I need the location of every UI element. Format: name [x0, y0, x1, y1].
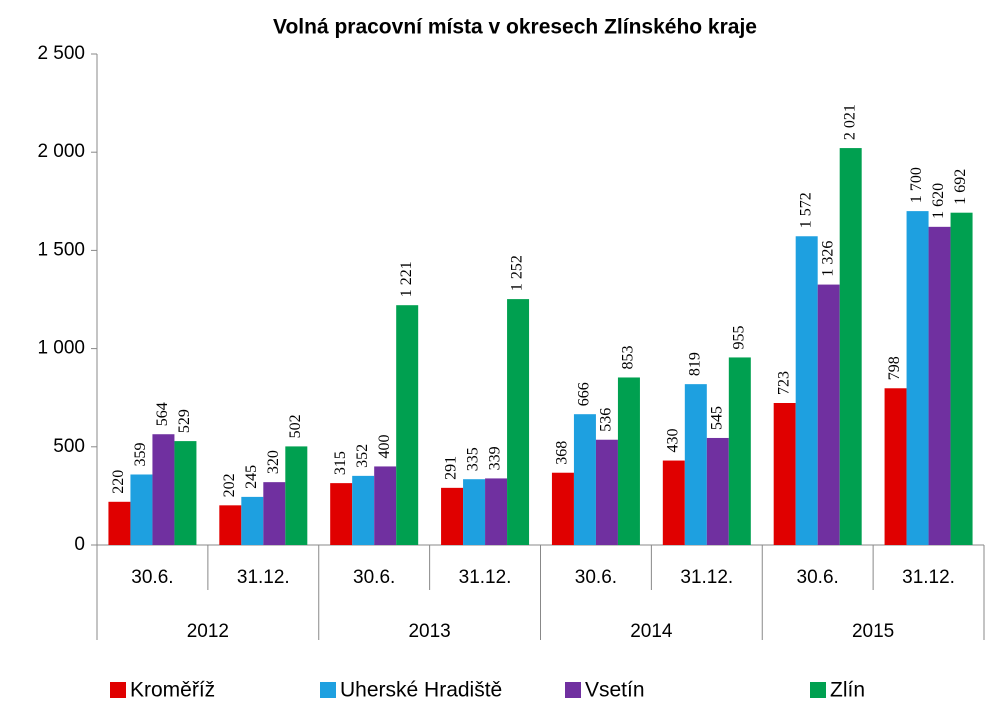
value-label: 1 252: [509, 255, 526, 291]
bar: [573, 414, 596, 545]
value-label: 1 620: [930, 183, 947, 219]
legend-swatch: [320, 682, 336, 698]
bar: [174, 441, 197, 545]
bar: [773, 403, 796, 545]
value-label: 723: [775, 371, 792, 395]
bar: [485, 478, 508, 545]
bar: [241, 496, 264, 545]
bar: [839, 148, 862, 545]
value-label: 220: [110, 470, 127, 494]
value-label: 1 700: [908, 167, 925, 203]
value-label: 202: [221, 473, 238, 497]
value-label: 529: [176, 409, 193, 433]
bar: [950, 212, 973, 545]
x-tick-label: 31.12.: [237, 567, 290, 588]
group-label: 2014: [630, 621, 673, 642]
y-tick-label: 2 000: [37, 141, 85, 162]
bar: [130, 474, 153, 545]
value-label: 339: [487, 446, 504, 470]
group-label: 2012: [187, 621, 229, 642]
value-label: 502: [287, 414, 304, 438]
legend-swatch: [565, 682, 581, 698]
bar: [706, 437, 729, 545]
x-tick-label: 31.12.: [902, 567, 955, 588]
group-label: 2013: [408, 621, 450, 642]
value-label: 335: [465, 447, 482, 471]
value-label: 245: [243, 465, 260, 489]
value-label: 819: [686, 352, 703, 376]
value-label: 1 692: [952, 169, 969, 205]
legend-label: Uherské Hradiště: [340, 679, 502, 702]
legend-label: Vsetín: [585, 679, 645, 702]
value-label: 291: [443, 456, 460, 480]
bar: [551, 472, 574, 545]
value-label: 352: [354, 444, 371, 468]
y-tick-label: 500: [53, 436, 85, 457]
value-label: 564: [154, 402, 171, 426]
value-label: 320: [265, 450, 282, 474]
value-label: 1 572: [797, 192, 814, 228]
y-tick-label: 1 500: [37, 239, 85, 260]
bar: [662, 460, 685, 545]
value-label: 853: [620, 345, 637, 369]
bar: [795, 236, 818, 545]
bar: [330, 483, 353, 545]
value-label: 430: [664, 429, 681, 453]
value-label: 536: [598, 408, 615, 432]
value-label: 955: [730, 325, 747, 349]
value-label: 545: [708, 406, 725, 430]
bar: [507, 299, 530, 545]
y-tick-label: 0: [74, 534, 85, 555]
x-tick-label: 30.6.: [131, 567, 173, 588]
value-label: 359: [132, 442, 149, 466]
legend-label: Kroměříž: [130, 679, 215, 702]
x-tick-label: 30.6.: [797, 567, 839, 588]
bar: [219, 505, 242, 545]
x-tick-label: 30.6.: [575, 567, 617, 588]
bar: [928, 226, 951, 545]
x-tick-label: 30.6.: [353, 567, 395, 588]
group-label: 2015: [852, 621, 894, 642]
bar: [263, 482, 286, 545]
chart-title: Volná pracovní místa v okresech Zlínskéh…: [273, 16, 757, 39]
bar: [374, 466, 397, 545]
bar: [595, 439, 618, 545]
bar: [728, 357, 751, 545]
value-label: 1 326: [819, 241, 836, 277]
bar: [352, 475, 375, 545]
bar: [906, 211, 929, 545]
x-tick-label: 31.12.: [680, 567, 733, 588]
legend-swatch: [810, 682, 826, 698]
value-label: 1 221: [398, 261, 415, 297]
bar: [285, 446, 308, 545]
bar: [152, 434, 175, 545]
bar: [108, 501, 131, 545]
legend-label: Zlín: [830, 679, 865, 702]
bar: [684, 384, 707, 545]
value-label: 666: [576, 382, 593, 406]
value-label: 798: [886, 356, 903, 380]
y-tick-label: 2 500: [37, 43, 85, 64]
value-label: 2 021: [841, 104, 858, 140]
bar: [884, 388, 907, 545]
legend-swatch: [110, 682, 126, 698]
bar: [463, 479, 486, 545]
value-label: 400: [376, 434, 393, 458]
x-tick-label: 31.12.: [459, 567, 512, 588]
bar: [817, 284, 840, 545]
value-label: 315: [332, 451, 349, 475]
bar: [617, 377, 640, 545]
y-tick-label: 1 000: [37, 338, 85, 359]
bar: [441, 487, 464, 545]
value-label: 368: [554, 441, 571, 465]
bar: [396, 305, 419, 545]
